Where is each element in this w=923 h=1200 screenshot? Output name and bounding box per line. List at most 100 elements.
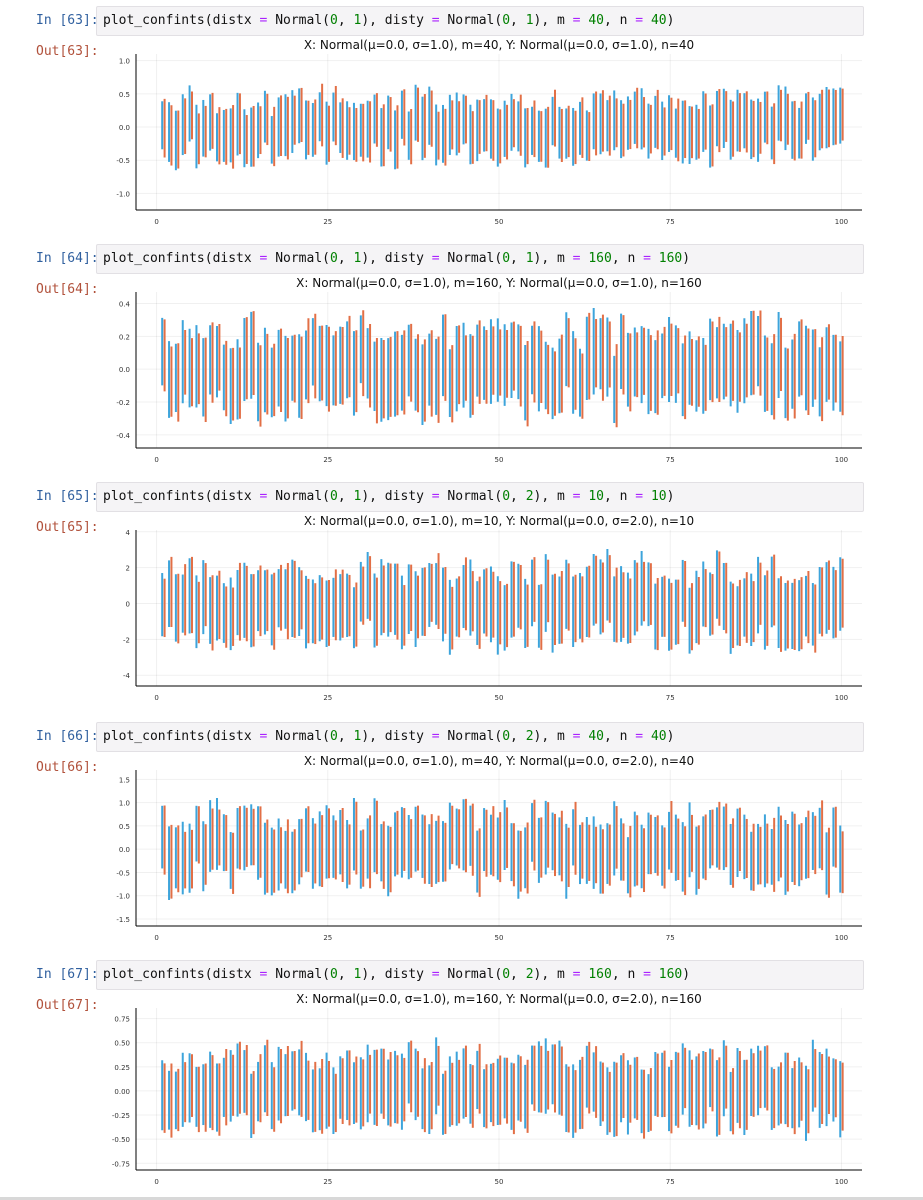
code-distx: Normal [275, 489, 323, 504]
plot-output: X: Normal(μ=0.0, σ=1.0), m=40, Y: Normal… [100, 36, 870, 236]
x-tick-label: 75 [666, 1178, 675, 1186]
x-tick-label: 25 [323, 218, 332, 226]
code-num: 0 [502, 489, 511, 504]
code-input[interactable]: plot_confints(distx = Normal(0, 1), dist… [96, 960, 864, 990]
code-disty: Normal [447, 13, 495, 28]
errorbar-chart: X: Normal(μ=0.0, σ=1.0), m=10, Y: Normal… [123, 514, 862, 702]
in-prompt: In [63]: [36, 13, 99, 28]
x-tick-label: 75 [666, 456, 675, 464]
x-tick-label: 50 [495, 934, 504, 942]
y-tick-label: 1.0 [119, 800, 130, 808]
y-tick-label: -1.0 [116, 893, 130, 901]
x-tick-label: 25 [323, 934, 332, 942]
out-prompt: Out[63]: [36, 44, 99, 59]
x-tick-label: 25 [323, 456, 332, 464]
x-tick-label: 100 [835, 218, 848, 226]
y-tick-label: 0.0 [119, 124, 130, 132]
y-tick-label: -0.25 [112, 1112, 130, 1120]
code-fn: plot_confints [103, 489, 205, 504]
code-num: 0 [330, 967, 338, 982]
code-disty: Normal [447, 729, 495, 744]
chart-title: X: Normal(μ=0.0, σ=1.0), m=160, Y: Norma… [296, 992, 702, 1006]
y-tick-label: 0.0 [119, 846, 130, 854]
code-input[interactable]: plot_confints(distx = Normal(0, 1), dist… [96, 244, 864, 274]
y-tick-label: 0.5 [119, 823, 130, 831]
code-num: 40 [650, 13, 667, 28]
code-num: 0 [330, 251, 338, 266]
y-tick-label: -0.4 [116, 432, 130, 440]
scroll-edge [0, 1197, 923, 1200]
y-tick-label: -0.5 [116, 869, 130, 877]
out-prompt: Out[64]: [36, 282, 99, 297]
code-num: 1 [353, 13, 362, 28]
code-num: 160 [658, 967, 683, 982]
code-num: 1 [353, 251, 362, 266]
code-num: 1 [525, 251, 534, 266]
errorbar-chart: X: Normal(μ=0.0, σ=1.0), m=160, Y: Norma… [112, 992, 862, 1186]
y-tick-label: -0.50 [112, 1136, 130, 1144]
x-tick-label: 0 [154, 456, 158, 464]
code-num: 160 [588, 967, 612, 982]
code-fn: plot_confints [103, 967, 205, 982]
code-disty: Normal [447, 251, 495, 266]
x-tick-label: 50 [495, 694, 504, 702]
plot-output: X: Normal(μ=0.0, σ=1.0), m=10, Y: Normal… [100, 512, 870, 712]
y-tick-label: 0 [126, 601, 130, 609]
y-tick-label: 0.00 [114, 1088, 130, 1096]
code-input[interactable]: plot_confints(distx = Normal(0, 1), dist… [96, 722, 864, 752]
y-tick-label: 0.4 [119, 300, 131, 308]
code-num: 0 [330, 729, 338, 744]
y-tick-label: 0.2 [119, 333, 130, 341]
out-prompt: Out[65]: [36, 520, 99, 535]
code-num: 40 [588, 729, 604, 744]
plot-output: X: Normal(μ=0.0, σ=1.0), m=160, Y: Norma… [100, 990, 870, 1196]
code-num: 40 [650, 729, 667, 744]
out-prompt: Out[67]: [36, 998, 99, 1013]
code-fn: plot_confints [103, 729, 205, 744]
y-tick-label: 0.0 [119, 366, 130, 374]
y-tick-label: -1.0 [116, 190, 130, 198]
code-input[interactable]: plot_confints(distx = Normal(0, 1), dist… [96, 6, 864, 36]
x-tick-label: 0 [154, 694, 158, 702]
y-tick-label: 0.75 [114, 1016, 130, 1024]
x-tick-label: 25 [323, 1178, 332, 1186]
errorbar-chart: X: Normal(μ=0.0, σ=1.0), m=40, Y: Normal… [116, 38, 862, 226]
x-tick-label: 75 [666, 694, 675, 702]
code-num: 0 [502, 729, 511, 744]
x-tick-label: 75 [666, 218, 675, 226]
code-num: 0 [502, 251, 511, 266]
in-prompt: In [66]: [36, 729, 99, 744]
plot-output: X: Normal(μ=0.0, σ=1.0), m=160, Y: Norma… [100, 274, 870, 474]
code-num: 1 [353, 489, 362, 504]
code-distx: Normal [275, 967, 323, 982]
in-prompt: In [64]: [36, 251, 99, 266]
code-num: 2 [525, 967, 534, 982]
x-tick-label: 50 [495, 456, 504, 464]
x-tick-label: 75 [666, 934, 675, 942]
chart-title: X: Normal(μ=0.0, σ=1.0), m=40, Y: Normal… [304, 754, 694, 768]
code-num: 2 [525, 729, 534, 744]
x-tick-label: 50 [495, 218, 504, 226]
x-tick-label: 0 [154, 218, 158, 226]
in-prompt: In [65]: [36, 489, 99, 504]
code-distx: Normal [275, 13, 323, 28]
x-tick-label: 100 [835, 456, 848, 464]
in-prompt: In [67]: [36, 967, 99, 982]
code-num: 0 [502, 967, 511, 982]
x-tick-label: 25 [323, 694, 332, 702]
errorbar-chart: X: Normal(μ=0.0, σ=1.0), m=40, Y: Normal… [116, 754, 862, 942]
code-num: 0 [330, 489, 338, 504]
errorbar-chart: X: Normal(μ=0.0, σ=1.0), m=160, Y: Norma… [116, 276, 862, 464]
code-num: 2 [525, 489, 534, 504]
y-tick-label: 0.25 [114, 1064, 130, 1072]
y-tick-label: -1.5 [116, 916, 130, 924]
y-tick-label: -0.75 [112, 1160, 130, 1168]
code-num: 0 [502, 13, 511, 28]
y-tick-label: -2 [123, 636, 130, 644]
code-input[interactable]: plot_confints(distx = Normal(0, 1), dist… [96, 482, 864, 512]
y-tick-label: -4 [123, 672, 131, 680]
y-tick-label: -0.2 [116, 399, 130, 407]
code-fn: plot_confints [103, 251, 205, 266]
x-tick-label: 100 [835, 1178, 848, 1186]
code-disty: Normal [447, 489, 495, 504]
